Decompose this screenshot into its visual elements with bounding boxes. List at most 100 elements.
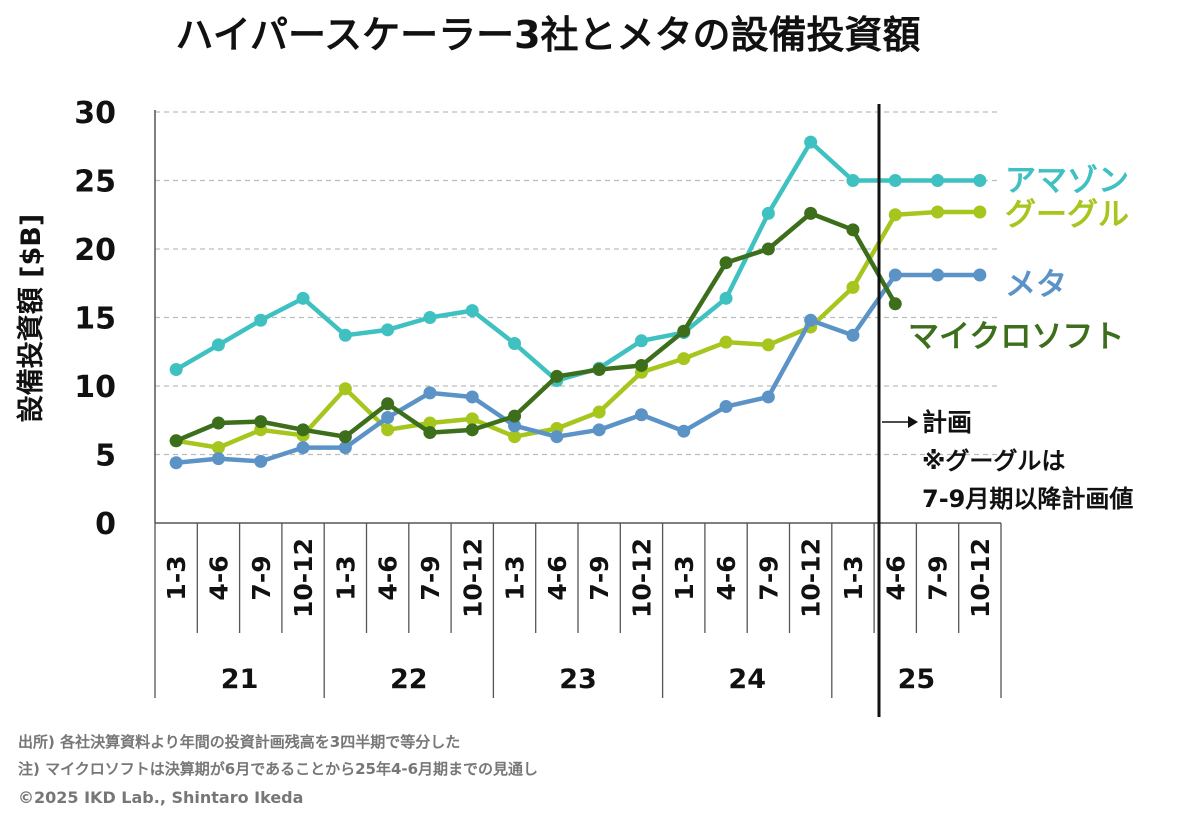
series-line: [173, 209, 983, 450]
y-axis-label: 設備投資額 [$B]: [15, 214, 47, 422]
series-label: グーグル: [1005, 197, 1129, 233]
data-point: [719, 335, 733, 349]
google-plan-note-1: ※グーグルは: [922, 447, 1065, 475]
data-point: [973, 174, 987, 187]
data-point: [846, 280, 860, 294]
data-point: [211, 416, 225, 430]
data-point: [931, 268, 945, 282]
year-label: 22: [390, 664, 428, 695]
data-point: [296, 291, 310, 305]
x-tick-label: 7-9: [924, 555, 953, 600]
x-tick-label: 4-6: [374, 555, 403, 600]
data-point: [508, 430, 522, 444]
data-point: [381, 397, 395, 411]
chart-title: ハイパースケーラー3社とメタの設備投資額: [175, 13, 920, 57]
data-point: [804, 135, 818, 149]
data-point: [423, 416, 437, 430]
series-lines: [169, 135, 987, 470]
grid: [155, 111, 1001, 456]
data-point: [931, 205, 945, 219]
x-tick-label: 4-6: [881, 555, 910, 600]
plan-arrow-head: [908, 416, 918, 428]
x-tick-label: 10-12: [797, 538, 826, 618]
data-point: [888, 208, 902, 222]
data-point: [169, 363, 183, 377]
data-point: [550, 430, 564, 444]
data-point: [634, 358, 648, 372]
x-tick-label: 10-12: [289, 538, 318, 618]
data-point: [888, 174, 902, 187]
x-tick-label: 1-3: [331, 555, 360, 600]
data-point: [888, 268, 902, 282]
x-tick-label: 7-9: [754, 555, 783, 600]
x-tick-label: 4-6: [204, 555, 233, 600]
data-point: [677, 424, 691, 438]
data-point: [761, 206, 775, 220]
series-line: [173, 211, 898, 444]
data-point: [719, 256, 733, 270]
data-point: [973, 205, 987, 219]
data-point: [761, 242, 775, 256]
data-point: [381, 411, 395, 425]
year-label: 25: [898, 664, 936, 695]
data-point: [931, 174, 945, 187]
data-point: [338, 382, 352, 396]
data-point: [508, 409, 522, 423]
y-tick-label: 20: [74, 233, 116, 268]
x-tick-label: 1-3: [501, 555, 530, 600]
data-point: [846, 328, 860, 342]
x-tick-label: 10-12: [966, 538, 995, 618]
x-tick-label: 1-3: [162, 555, 191, 600]
data-point: [465, 423, 479, 437]
data-point: [804, 313, 818, 327]
data-point: [761, 390, 775, 404]
data-point: [846, 174, 860, 187]
year-label: 24: [728, 664, 766, 695]
data-point: [719, 400, 733, 414]
data-point: [888, 297, 902, 311]
y-tick-label: 10: [74, 370, 116, 405]
data-point: [508, 419, 522, 433]
data-point: [423, 386, 437, 400]
data-point: [634, 408, 648, 422]
y-tick-label: 0: [95, 507, 116, 542]
y-tick-label: 15: [74, 302, 116, 337]
data-point: [465, 390, 479, 404]
data-point: [846, 223, 860, 237]
data-point: [508, 337, 522, 351]
data-point: [550, 369, 564, 383]
x-tick-label: 7-9: [247, 555, 276, 600]
plan-label: 計画: [922, 408, 972, 437]
data-point: [973, 268, 987, 282]
data-point: [423, 311, 437, 324]
x-tick-label: 7-9: [585, 555, 614, 600]
y-tick-label: 5: [95, 439, 116, 474]
data-point: [254, 313, 268, 327]
x-axis: 1-3 4-6 7-9 10-12 1-3 4-6 7-9 10-12 1-3 4-6 7-9 10-…: [154, 110, 1002, 698]
series-label: アマゾン: [1005, 163, 1129, 199]
data-point: [761, 338, 775, 352]
data-point: [465, 304, 479, 318]
data-point: [381, 423, 395, 437]
plan-annotation: 計画 ※グーグルは 7-9月期以降計画値: [882, 408, 1133, 513]
data-point: [169, 434, 183, 448]
series-label: メタ: [1005, 267, 1067, 303]
data-point: [169, 456, 183, 470]
note-footnote: 注) マイクロソフトは決算期が6月であることから25年4-6月期までの見通し: [18, 760, 539, 778]
y-tick-label: 30: [74, 96, 116, 131]
data-point: [338, 441, 352, 455]
data-point: [296, 423, 310, 437]
series-label: マイクロソフト: [908, 319, 1124, 355]
y-tick-labels: 0 5 10 15 20 25 30: [74, 96, 116, 542]
data-point: [338, 328, 352, 342]
source-footnote: 出所) 各社決算資料より年間の投資計画残高を3四半期で等分した: [18, 733, 461, 751]
x-tick-label: 4-6: [543, 555, 572, 600]
data-point: [592, 405, 606, 419]
data-point: [804, 206, 818, 220]
x-tick-label: 10-12: [627, 538, 656, 618]
data-point: [381, 323, 395, 337]
data-point: [296, 441, 310, 455]
google-plan-note-2: 7-9月期以降計画値: [922, 485, 1133, 513]
